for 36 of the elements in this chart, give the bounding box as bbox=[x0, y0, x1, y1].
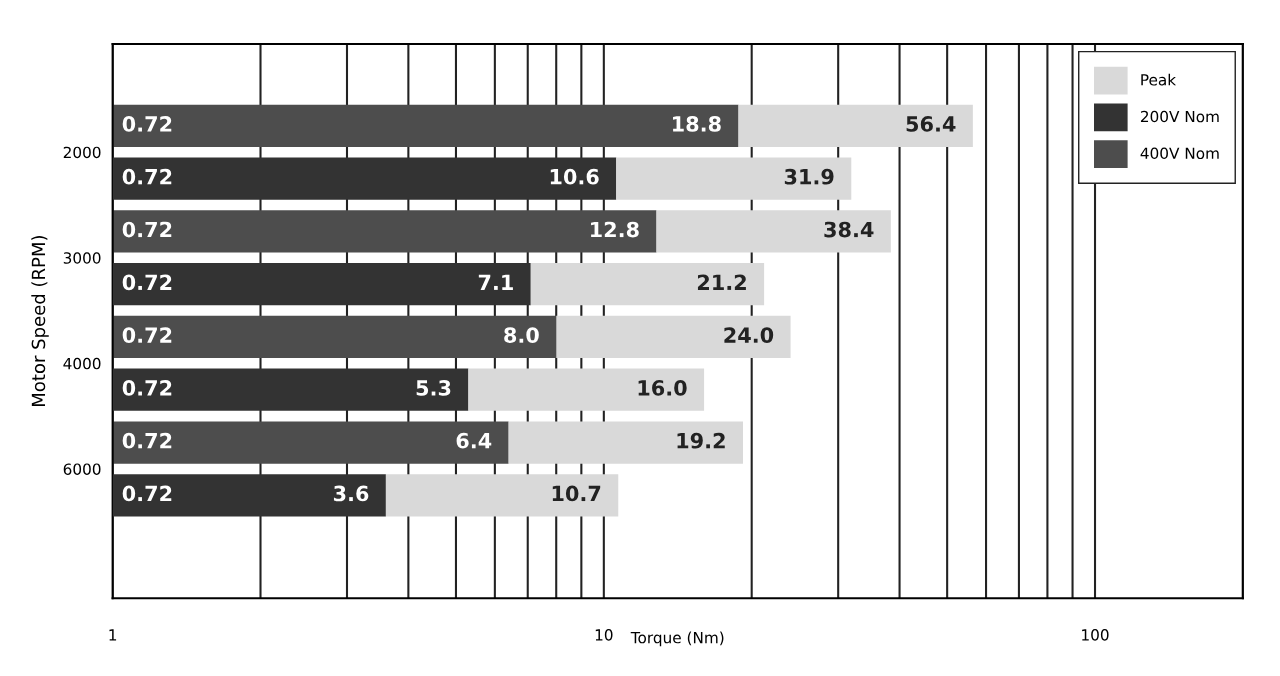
y-tick-label: 6000 bbox=[63, 463, 101, 475]
data-label: 5.3 bbox=[416, 380, 451, 396]
x-tick-label: 1 bbox=[109, 629, 117, 641]
total-label: 10.7 bbox=[552, 485, 601, 502]
annotation: 0.72 bbox=[122, 168, 172, 185]
total-label: 31.9 bbox=[784, 168, 834, 185]
legend-label: Peak bbox=[1141, 73, 1177, 86]
x-axis-title: Torque (Nm) bbox=[630, 631, 724, 647]
legend-label: 200V Nom bbox=[1140, 110, 1219, 123]
y-tick-label: 3000 bbox=[63, 252, 101, 264]
data-label: 3.6 bbox=[333, 485, 369, 502]
x-tick-label: 100 bbox=[1082, 629, 1109, 641]
data-label: 12.8 bbox=[591, 221, 639, 238]
data-label: 6.4 bbox=[456, 432, 492, 449]
annotation: 0.72 bbox=[122, 485, 172, 502]
y-tick-label: 2000 bbox=[63, 146, 101, 159]
x-tick-label: 10 bbox=[595, 629, 613, 641]
total-label: 24.0 bbox=[724, 327, 774, 343]
y-tick-label: 4000 bbox=[63, 357, 101, 370]
total-label: 19.2 bbox=[677, 432, 725, 449]
total-label: 16.0 bbox=[638, 380, 687, 396]
total-label: 21.2 bbox=[697, 274, 746, 290]
annotation: 0.72 bbox=[122, 221, 172, 238]
data-label: 18.8 bbox=[673, 116, 721, 132]
annotation: 0.72 bbox=[122, 274, 172, 291]
data-label: 8.0 bbox=[504, 327, 539, 343]
data-label: 7.1 bbox=[478, 274, 513, 290]
total-label: 56.4 bbox=[906, 116, 956, 132]
data-label: 10.6 bbox=[550, 168, 599, 185]
y-axis-title: Motor Speed (RPM) bbox=[31, 235, 49, 407]
annotation: 0.72 bbox=[122, 432, 172, 449]
total-label: 38.4 bbox=[824, 221, 874, 238]
annotation: 0.72 bbox=[122, 116, 172, 132]
legend-label: 400V Nom bbox=[1140, 147, 1219, 160]
annotation: 0.72 bbox=[122, 380, 172, 396]
annotation: 0.72 bbox=[122, 327, 172, 343]
